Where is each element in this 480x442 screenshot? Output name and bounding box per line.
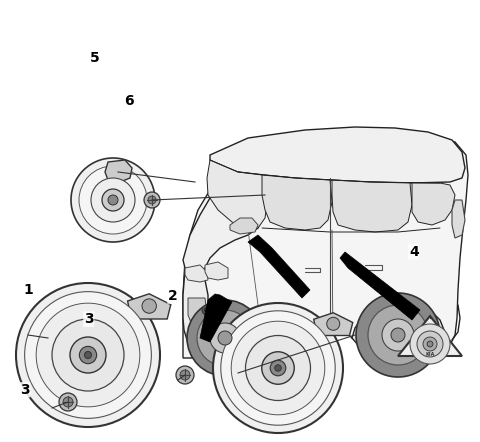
Circle shape xyxy=(70,337,106,373)
Polygon shape xyxy=(340,252,420,320)
Polygon shape xyxy=(207,160,268,230)
Polygon shape xyxy=(332,180,412,232)
Circle shape xyxy=(262,352,294,384)
Polygon shape xyxy=(314,313,353,335)
Circle shape xyxy=(79,347,96,364)
Polygon shape xyxy=(412,183,455,225)
Circle shape xyxy=(180,370,190,380)
Circle shape xyxy=(16,283,160,427)
Polygon shape xyxy=(398,316,462,356)
Polygon shape xyxy=(452,200,465,238)
Circle shape xyxy=(84,351,92,358)
Polygon shape xyxy=(210,127,465,183)
Circle shape xyxy=(144,192,160,208)
Circle shape xyxy=(327,317,340,330)
Text: 3: 3 xyxy=(84,312,94,326)
Circle shape xyxy=(52,319,124,391)
Circle shape xyxy=(218,331,232,345)
Circle shape xyxy=(417,331,443,357)
Circle shape xyxy=(427,341,433,347)
Circle shape xyxy=(270,360,286,376)
Circle shape xyxy=(231,321,325,415)
Circle shape xyxy=(423,337,437,351)
Circle shape xyxy=(202,305,212,315)
Circle shape xyxy=(187,300,263,376)
Polygon shape xyxy=(352,305,444,358)
Circle shape xyxy=(204,308,209,312)
Circle shape xyxy=(102,189,124,211)
Text: 5: 5 xyxy=(90,51,100,65)
Circle shape xyxy=(63,397,73,407)
Text: 1: 1 xyxy=(23,282,33,297)
Circle shape xyxy=(71,158,155,242)
Circle shape xyxy=(79,166,147,234)
Circle shape xyxy=(356,293,440,377)
Polygon shape xyxy=(188,298,207,325)
Circle shape xyxy=(148,196,156,204)
Polygon shape xyxy=(262,175,332,230)
Text: 3: 3 xyxy=(20,383,30,397)
Polygon shape xyxy=(205,262,228,280)
Circle shape xyxy=(197,310,253,366)
Polygon shape xyxy=(188,313,262,358)
Circle shape xyxy=(410,324,450,364)
Text: 4: 4 xyxy=(409,245,419,259)
Polygon shape xyxy=(183,270,208,342)
Circle shape xyxy=(221,311,335,425)
Text: 2: 2 xyxy=(168,289,178,303)
Circle shape xyxy=(245,335,311,400)
Circle shape xyxy=(176,366,194,384)
Circle shape xyxy=(368,305,428,365)
Circle shape xyxy=(142,299,156,313)
Circle shape xyxy=(275,365,281,371)
Circle shape xyxy=(391,328,405,342)
Text: KIA: KIA xyxy=(425,351,435,357)
Circle shape xyxy=(36,303,140,407)
Polygon shape xyxy=(105,160,132,182)
Polygon shape xyxy=(128,294,171,319)
Circle shape xyxy=(91,178,135,222)
Text: 6: 6 xyxy=(124,94,133,108)
Circle shape xyxy=(210,323,240,353)
Circle shape xyxy=(213,303,343,433)
Circle shape xyxy=(108,195,118,205)
Polygon shape xyxy=(200,294,232,342)
Polygon shape xyxy=(185,265,208,282)
Polygon shape xyxy=(183,132,468,360)
Polygon shape xyxy=(230,218,258,234)
Circle shape xyxy=(59,393,77,411)
Polygon shape xyxy=(248,235,310,298)
Circle shape xyxy=(24,292,151,419)
Circle shape xyxy=(382,319,414,351)
Polygon shape xyxy=(183,175,265,275)
